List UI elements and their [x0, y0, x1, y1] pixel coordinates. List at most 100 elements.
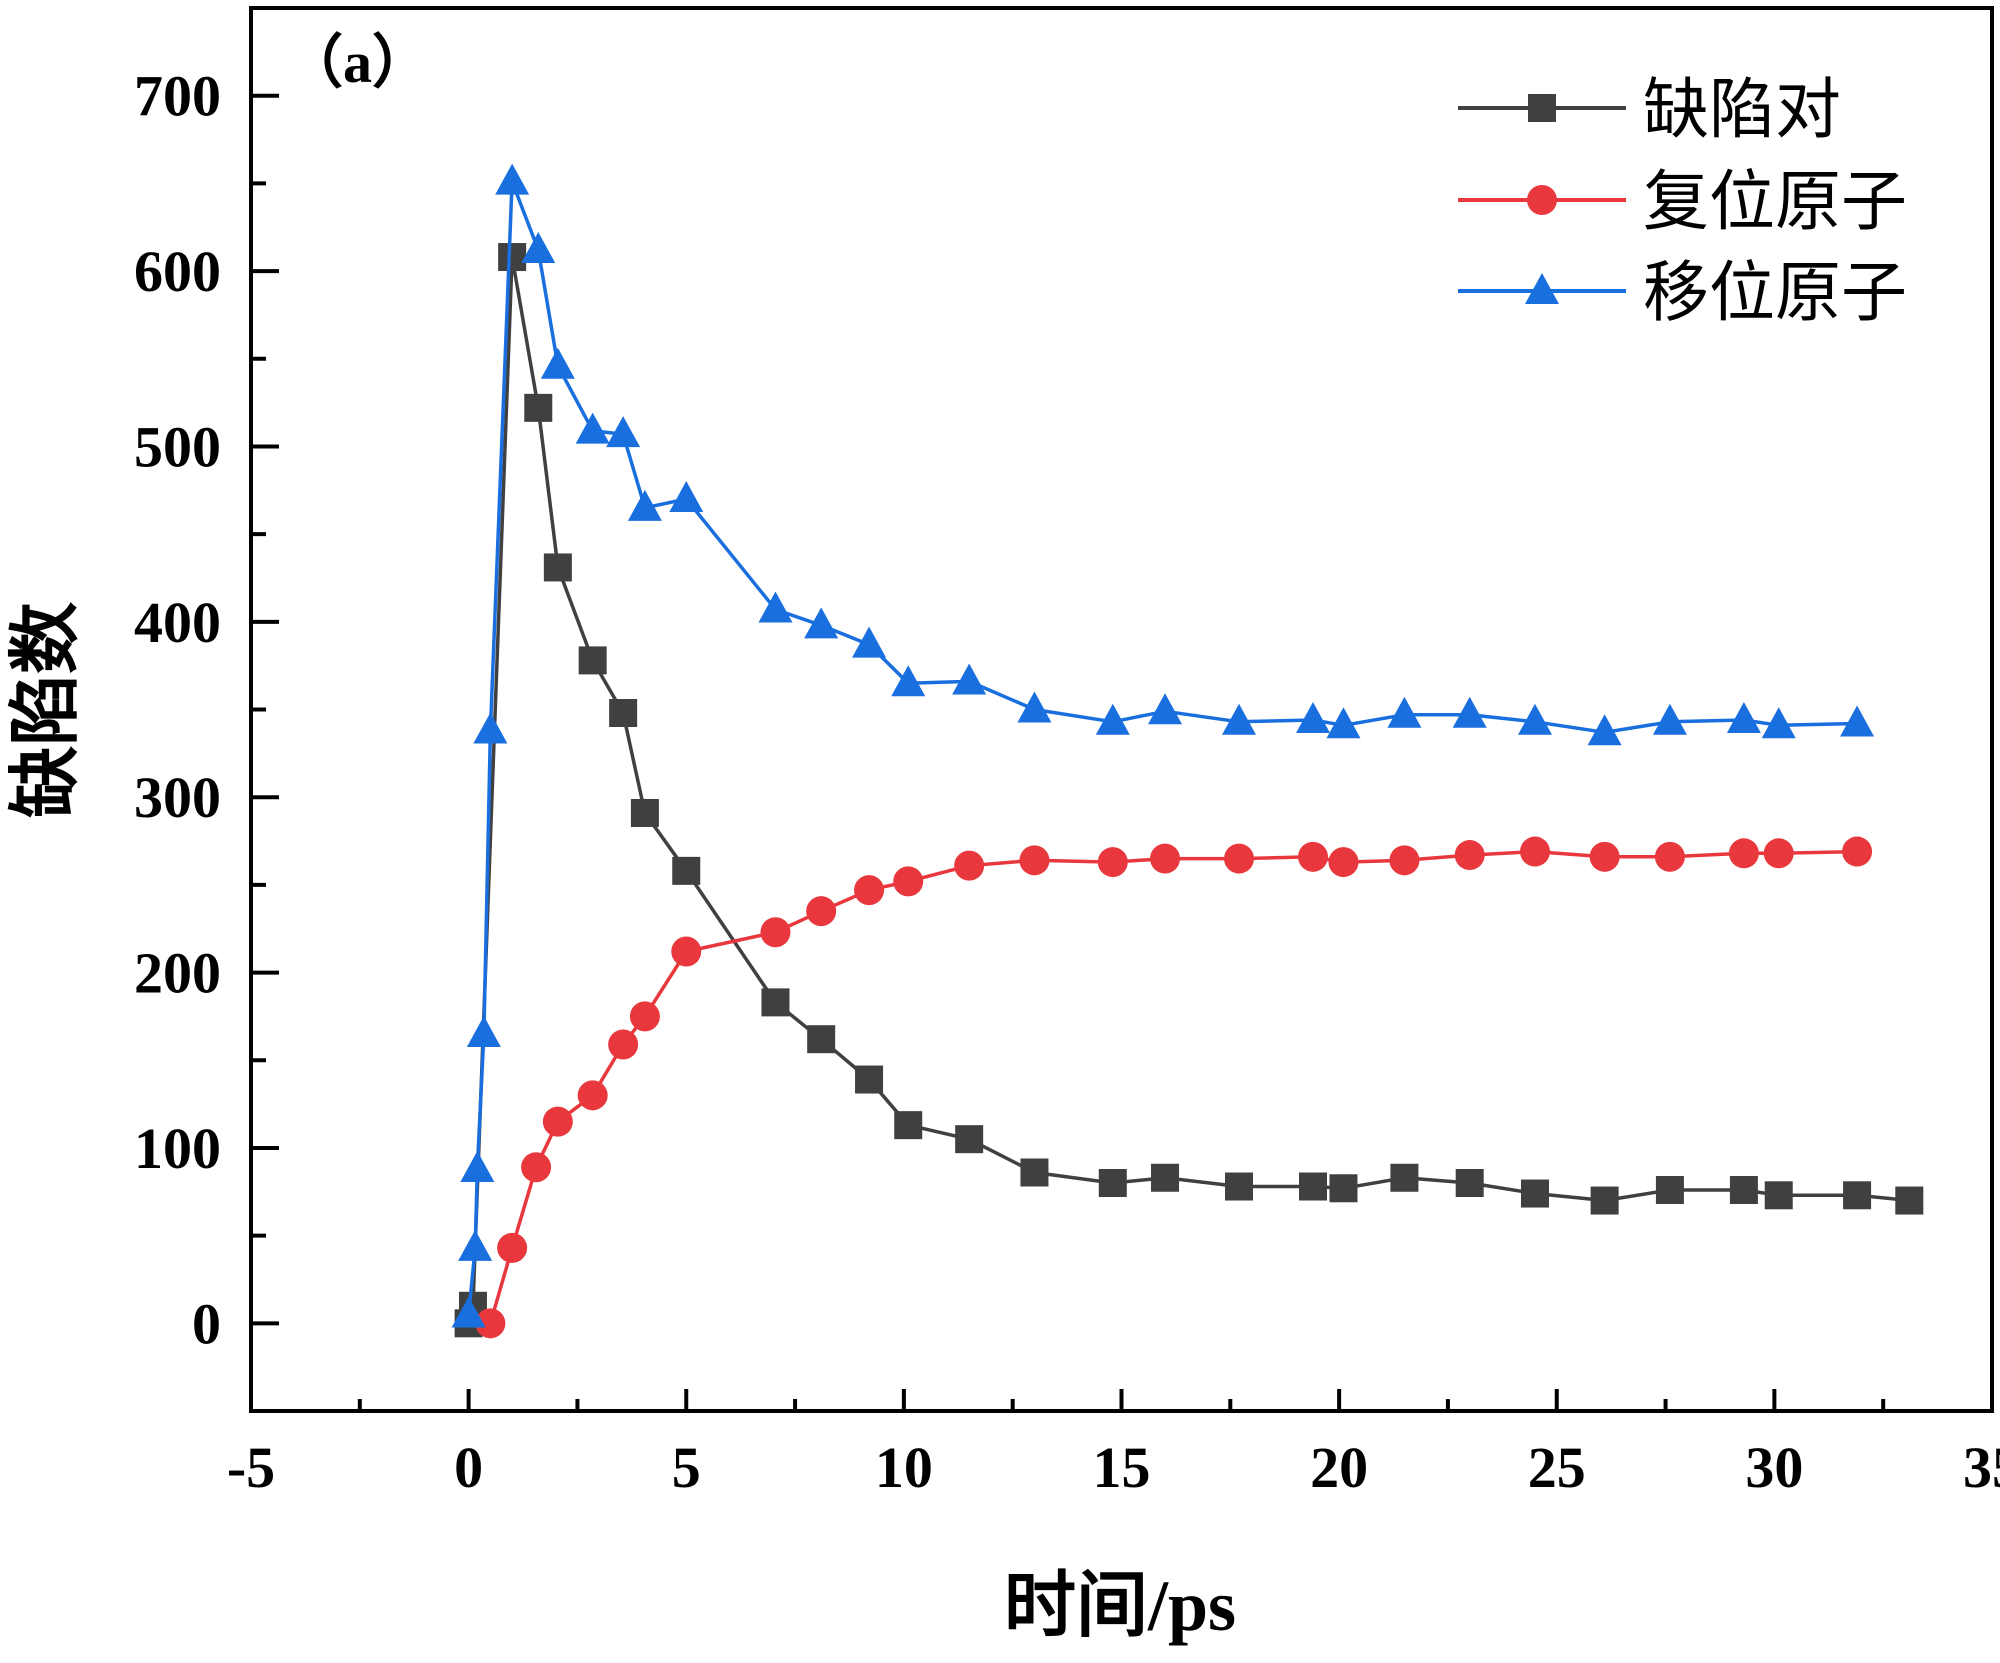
y-tick-label: 300	[134, 765, 221, 830]
data-point	[1454, 840, 1485, 871]
data-point	[524, 393, 553, 422]
data-point	[466, 1015, 501, 1047]
data-point	[1150, 843, 1181, 874]
data-point	[1452, 696, 1487, 728]
x-tick-label: 15	[1093, 1435, 1151, 1500]
data-point	[1455, 1169, 1484, 1198]
data-point	[575, 412, 610, 444]
data-point	[1764, 1181, 1793, 1210]
data-point	[1654, 841, 1685, 872]
data-point	[672, 856, 701, 885]
data-point	[473, 712, 508, 744]
series-0	[454, 243, 1924, 1338]
data-point	[1652, 703, 1687, 735]
data-point	[497, 1232, 528, 1263]
panel-label: （a）	[285, 30, 430, 95]
y-tick-label: 0	[192, 1291, 221, 1356]
y-tick-label: 100	[134, 1116, 221, 1181]
series-layer	[451, 163, 1924, 1339]
data-point	[1017, 691, 1052, 723]
data-point	[1326, 707, 1361, 739]
data-point	[1225, 1172, 1254, 1201]
data-point	[1151, 1163, 1180, 1192]
data-point	[1895, 1186, 1924, 1215]
series-line	[466, 255, 1910, 1324]
x-tick-label: 0	[454, 1435, 483, 1500]
data-point	[854, 875, 885, 906]
data-point	[1387, 696, 1422, 728]
y-tick-label: 200	[134, 941, 221, 1006]
y-tick-label: 700	[134, 64, 221, 129]
data-point	[1587, 714, 1622, 746]
data-point	[458, 1229, 493, 1261]
data-point	[1840, 705, 1875, 737]
data-point	[521, 232, 556, 264]
data-point	[577, 1080, 608, 1111]
data-point	[1590, 1186, 1619, 1215]
data-point	[543, 553, 572, 582]
data-point	[1726, 702, 1761, 734]
data-point	[893, 866, 924, 897]
data-point	[1222, 703, 1257, 735]
data-point	[1589, 841, 1620, 872]
data-point	[1390, 1163, 1419, 1192]
y-tick-label: 400	[134, 590, 221, 655]
data-point	[954, 850, 985, 881]
data-point	[521, 1152, 552, 1183]
y-axis-title: 缺陷数	[6, 602, 86, 818]
data-point	[804, 607, 839, 639]
data-point	[807, 1025, 836, 1054]
data-point	[1020, 1158, 1049, 1187]
data-point	[852, 626, 887, 658]
legend-marker	[1525, 273, 1559, 304]
series-line	[466, 179, 1858, 1315]
data-point	[1097, 847, 1128, 878]
data-point	[761, 988, 790, 1017]
legend-marker	[1527, 185, 1557, 215]
data-point	[1763, 838, 1794, 869]
data-point	[758, 591, 793, 623]
y-tick-label: 500	[134, 414, 221, 479]
data-point	[952, 663, 987, 695]
data-point	[1517, 703, 1552, 735]
x-axis-title: 时间/ps	[1004, 1566, 1236, 1646]
data-point	[1296, 702, 1331, 734]
data-point	[629, 1001, 660, 1032]
series-line	[488, 849, 1858, 1324]
data-point	[1389, 845, 1420, 876]
legend-marker	[1528, 94, 1556, 122]
x-tick-label: 20	[1310, 1435, 1368, 1500]
data-point	[630, 798, 659, 827]
data-point	[806, 896, 837, 927]
data-point	[1019, 845, 1050, 876]
data-point	[540, 347, 575, 379]
data-point	[1299, 1172, 1328, 1201]
data-point	[1329, 1174, 1358, 1203]
data-point	[1842, 836, 1873, 867]
data-point	[671, 936, 702, 967]
data-point	[451, 1296, 486, 1328]
data-point	[1519, 836, 1550, 867]
data-point	[1298, 841, 1329, 872]
data-point	[1098, 1169, 1127, 1198]
legend-label: 复位原子	[1643, 166, 1907, 239]
data-point	[606, 416, 641, 448]
data-point	[1655, 1176, 1684, 1205]
x-tick-label: 35	[1963, 1435, 2000, 1500]
data-point	[578, 646, 607, 675]
x-tick-label: 10	[875, 1435, 933, 1500]
data-point	[609, 699, 638, 728]
series-1	[475, 836, 1873, 1339]
data-point	[760, 917, 791, 948]
data-point	[669, 481, 704, 513]
data-point	[891, 665, 926, 697]
data-point	[608, 1029, 639, 1060]
data-point	[1095, 703, 1130, 735]
data-point	[475, 1308, 506, 1339]
data-point	[460, 1150, 495, 1182]
data-point	[1843, 1181, 1872, 1210]
data-point	[495, 163, 530, 195]
